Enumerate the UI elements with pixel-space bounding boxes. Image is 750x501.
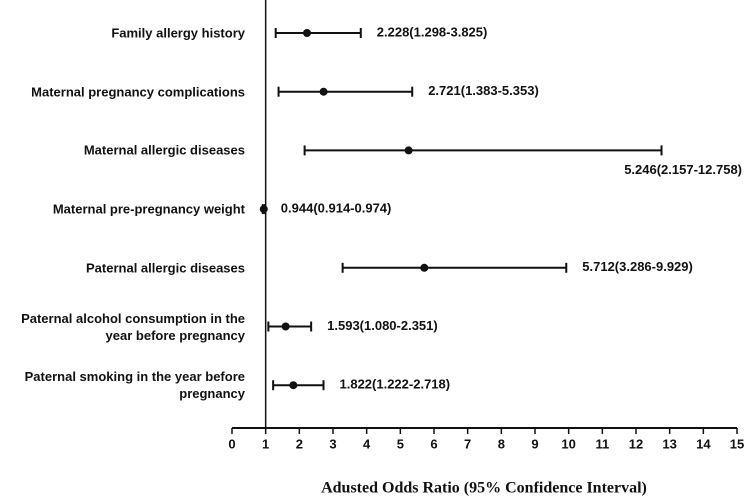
value-label: 2.228(1.298-3.825)	[377, 24, 488, 39]
x-tick-label: 11	[595, 436, 609, 451]
category-label: Maternal pregnancy complications	[31, 84, 245, 100]
point-estimate	[281, 322, 290, 331]
value-label: 0.944(0.914-0.974)	[281, 201, 392, 216]
x-tick-label: 9	[531, 436, 538, 451]
category-label: Paternal smoking in the year before preg…	[24, 369, 245, 402]
x-tick-label: 3	[329, 436, 336, 451]
x-tick-label: 7	[464, 436, 471, 451]
x-axis-label: Adusted Odds Ratio (95% Confidence Inter…	[321, 480, 647, 497]
x-tick-label: 0	[228, 436, 235, 451]
x-tick-label: 5	[397, 436, 404, 451]
x-tick-label: 4	[363, 436, 371, 451]
x-tick-label: 1	[262, 436, 269, 451]
x-tick-label: 6	[430, 436, 437, 451]
x-tick-label: 8	[498, 436, 505, 451]
x-tick-label: 12	[629, 436, 643, 451]
value-label: 1.822(1.222-2.718)	[340, 377, 451, 392]
category-label: Paternal alcohol consumption in the year…	[21, 310, 245, 343]
point-estimate	[319, 87, 328, 96]
category-label: Paternal allergic diseases	[86, 260, 245, 276]
x-tick-label: 15	[730, 436, 744, 451]
category-label: Maternal allergic diseases	[83, 142, 245, 158]
point-estimate	[404, 146, 413, 155]
category-label: Maternal pre-pregnancy weight	[52, 201, 245, 217]
point-estimate	[289, 381, 298, 390]
point-estimate	[420, 263, 429, 272]
x-tick-label: 13	[662, 436, 676, 451]
category-label: Family allergy history	[111, 25, 245, 41]
x-tick-label: 2	[296, 436, 303, 451]
point-estimate	[259, 205, 268, 214]
x-tick-label: 10	[561, 436, 575, 451]
value-label: 2.721(1.383-5.353)	[428, 83, 539, 98]
value-label: 5.712(3.286-9.929)	[582, 259, 693, 274]
x-tick-label: 14	[696, 436, 711, 451]
value-label: 1.593(1.080-2.351)	[327, 318, 438, 333]
value-label: 5.246(2.157-12.758)	[624, 162, 742, 177]
point-estimate	[303, 29, 312, 37]
